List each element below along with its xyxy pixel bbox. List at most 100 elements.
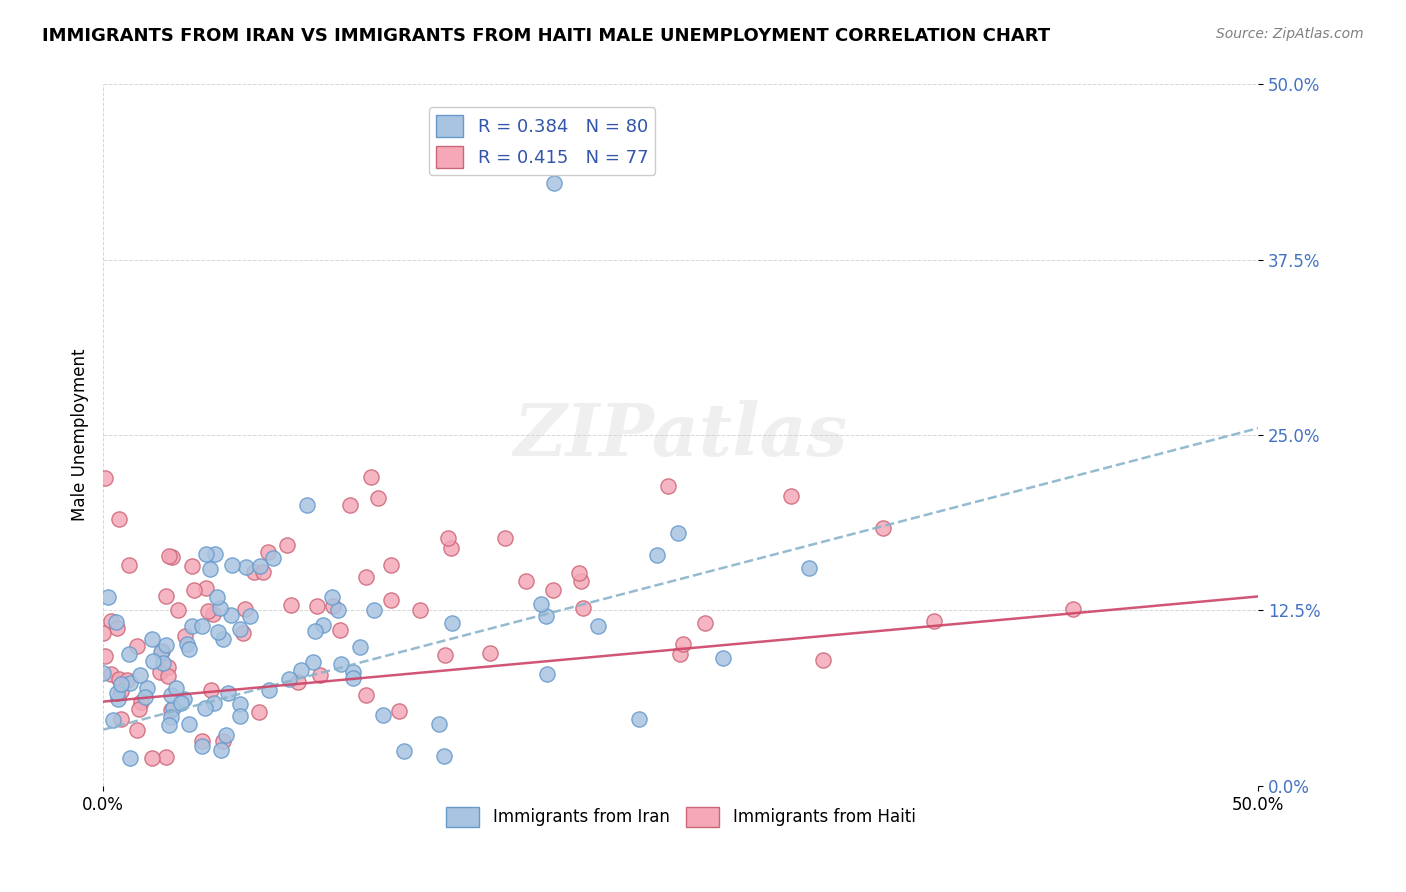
Point: [179, 717, 201, 731]
Point: [321, 590, 343, 604]
Point: [110, 684, 132, 698]
Point: [322, 599, 344, 613]
Point: [155, 750, 177, 764]
Point: [339, 499, 361, 513]
Point: [215, 728, 238, 742]
Point: [97, 591, 120, 605]
Point: [312, 618, 335, 632]
Point: [120, 750, 142, 764]
Point: [432, 749, 454, 764]
Point: [191, 618, 214, 632]
Point: [252, 565, 274, 579]
Point: [628, 712, 651, 726]
Point: [256, 545, 278, 559]
Point: [165, 681, 187, 696]
Point: [290, 664, 312, 678]
Point: [356, 570, 378, 584]
Point: [219, 607, 242, 622]
Point: [515, 574, 537, 588]
Point: [110, 677, 132, 691]
Point: [429, 717, 451, 731]
Point: [669, 647, 692, 661]
Point: [167, 603, 190, 617]
Point: [202, 696, 225, 710]
Point: [409, 603, 432, 617]
Point: [243, 565, 266, 579]
Point: [392, 744, 415, 758]
Point: [257, 683, 280, 698]
Point: [194, 547, 217, 561]
Point: [118, 675, 141, 690]
Point: [190, 739, 212, 754]
Point: [157, 549, 180, 563]
Point: [541, 583, 564, 598]
Point: [363, 602, 385, 616]
Point: [141, 750, 163, 764]
Point: [262, 550, 284, 565]
Point: [100, 667, 122, 681]
Point: [249, 559, 271, 574]
Point: [217, 686, 239, 700]
Point: [193, 701, 215, 715]
Point: [152, 656, 174, 670]
Point: [235, 560, 257, 574]
Point: [156, 659, 179, 673]
Point: [780, 489, 803, 503]
Point: [711, 650, 734, 665]
Point: [142, 654, 165, 668]
Point: [209, 743, 232, 757]
Point: [128, 702, 150, 716]
Point: [1062, 602, 1084, 616]
Point: [149, 645, 172, 659]
Point: [229, 698, 252, 712]
Point: [107, 672, 129, 686]
Point: [440, 616, 463, 631]
Point: [437, 531, 460, 545]
Point: [202, 607, 225, 621]
Point: [198, 562, 221, 576]
Point: [160, 710, 183, 724]
Text: IMMIGRANTS FROM IRAN VS IMMIGRANTS FROM HAITI MALE UNEMPLOYMENT CORRELATION CHAR: IMMIGRANTS FROM IRAN VS IMMIGRANTS FROM …: [42, 27, 1050, 45]
Point: [229, 623, 252, 637]
Point: [118, 647, 141, 661]
Point: [360, 470, 382, 484]
Point: [115, 673, 138, 687]
Point: [129, 667, 152, 681]
Point: [155, 639, 177, 653]
Point: [183, 583, 205, 598]
Point: [127, 639, 149, 653]
Point: [872, 521, 894, 535]
Point: [191, 733, 214, 747]
Point: [129, 695, 152, 709]
Point: [94, 648, 117, 663]
Point: [212, 734, 235, 748]
Point: [232, 626, 254, 640]
Point: [100, 614, 122, 628]
Point: [307, 599, 329, 613]
Point: [170, 696, 193, 710]
Point: [197, 604, 219, 618]
Point: [371, 708, 394, 723]
Point: [342, 671, 364, 685]
Point: [280, 599, 302, 613]
Point: [349, 640, 371, 654]
Point: [572, 601, 595, 615]
Text: Source: ZipAtlas.com: Source: ZipAtlas.com: [1216, 27, 1364, 41]
Point: [152, 644, 174, 658]
Point: [247, 705, 270, 719]
Point: [530, 597, 553, 611]
Point: [157, 669, 180, 683]
Point: [922, 614, 945, 628]
Point: [94, 471, 117, 485]
Point: [439, 541, 461, 555]
Point: [302, 656, 325, 670]
Point: [205, 590, 228, 604]
Point: [103, 713, 125, 727]
Point: [287, 674, 309, 689]
Point: [91, 626, 114, 640]
Point: [157, 718, 180, 732]
Point: [434, 648, 457, 663]
Point: [141, 632, 163, 646]
Point: [105, 621, 128, 635]
Point: [536, 667, 558, 681]
